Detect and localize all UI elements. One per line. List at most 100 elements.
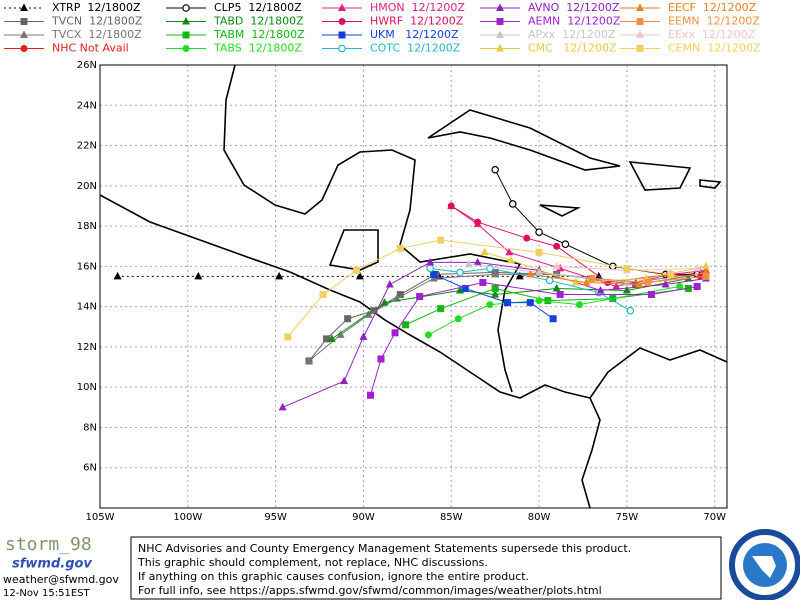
legend-label: HMON 12/1200Z	[370, 1, 465, 14]
notice-line: For full info, see https://apps.sfwmd.go…	[138, 584, 602, 597]
tracks	[113, 165, 710, 411]
coastlines	[99, 64, 728, 509]
y-tick-label: 16N	[77, 261, 97, 272]
marker	[464, 259, 473, 268]
marker	[275, 271, 284, 280]
marker	[437, 236, 445, 244]
marker	[20, 30, 28, 38]
marker	[426, 264, 434, 273]
marker	[506, 255, 515, 264]
y-tick-label: 8N	[83, 422, 97, 433]
legend-label: TVCN 12/1800Z	[51, 15, 143, 28]
marker	[182, 45, 190, 52]
marker	[544, 297, 552, 305]
marker	[588, 274, 596, 282]
marker	[323, 335, 331, 343]
email: weather@sfwmd.gov	[3, 573, 119, 586]
marker	[461, 285, 469, 293]
marker	[556, 291, 564, 299]
marker	[701, 261, 710, 270]
marker	[113, 271, 122, 280]
y-tick-label: 26N	[77, 60, 97, 71]
marker	[647, 291, 655, 299]
footer: storm_98 sfwmd.gov weather@sfwmd.gov 12-…	[3, 529, 800, 600]
legend-label: TABM 12/1800Z	[213, 28, 305, 41]
legend-label: TVCX 12/1800Z	[51, 28, 142, 41]
marker	[20, 45, 28, 52]
marker	[20, 3, 28, 11]
marker	[535, 228, 543, 236]
y-tick-label: 12N	[77, 342, 97, 353]
marker	[336, 330, 345, 338]
marker	[391, 329, 399, 337]
marker	[503, 299, 511, 307]
marker	[644, 278, 652, 286]
marker	[523, 234, 531, 242]
marker	[545, 276, 554, 285]
marker	[454, 315, 462, 323]
marker	[535, 267, 544, 276]
y-tick-label: 18N	[77, 221, 97, 232]
x-tick-label: 75W	[616, 512, 639, 523]
marker	[20, 18, 28, 25]
x-tick-label: 90W	[352, 512, 375, 523]
y-tick-label: 22N	[77, 141, 97, 152]
marker	[385, 279, 394, 288]
marker	[505, 247, 514, 256]
marker	[556, 263, 565, 272]
x-tick-label: 80W	[528, 512, 551, 523]
marker	[496, 30, 504, 38]
marker	[508, 200, 517, 208]
legend-label: AEMN 12/1200Z	[528, 15, 621, 28]
legend-label: UKM 12/1200Z	[370, 28, 459, 41]
marker	[355, 271, 364, 280]
marker	[684, 273, 693, 282]
marker	[667, 270, 675, 278]
marker	[582, 277, 591, 286]
marker	[473, 257, 482, 266]
marker	[416, 293, 424, 301]
marker	[352, 266, 360, 274]
logo: storm_98	[5, 534, 92, 555]
marker	[380, 298, 389, 306]
marker	[515, 271, 524, 280]
legend-label: CMC 12/1200Z	[528, 42, 617, 55]
legend-label: EExx 12/1200Z	[668, 28, 756, 41]
legend-label: CLP5 12/1800Z	[214, 1, 302, 14]
marker	[182, 4, 190, 12]
marker	[552, 261, 561, 270]
marker	[486, 301, 494, 309]
marker	[596, 286, 605, 294]
legend-label: COTC 12/1200Z	[370, 42, 461, 55]
notice-line: If anything on this graphic causes confu…	[138, 570, 529, 583]
marker	[636, 18, 644, 25]
track-line	[282, 261, 706, 408]
track-line	[530, 271, 707, 285]
x-tick-label: 85W	[440, 512, 463, 523]
marker	[447, 202, 455, 210]
marker	[344, 315, 352, 323]
marker	[693, 263, 702, 272]
axes: 105W 100W 95W 90W 85W 80W 75W 70W 6N 8N 10N 12N 14N 1…	[77, 60, 726, 523]
marker	[340, 376, 349, 385]
marker	[491, 269, 500, 278]
marker	[424, 331, 432, 339]
marker	[338, 44, 346, 53]
marker	[549, 315, 557, 323]
y-tick-label: 6N	[83, 463, 97, 474]
track-line	[369, 281, 698, 396]
marker	[392, 294, 401, 302]
site: sfwmd.gov	[12, 557, 92, 572]
marker	[496, 3, 504, 11]
x-tick-label: 100W	[173, 512, 202, 523]
marker	[402, 321, 410, 329]
track-line	[287, 239, 671, 338]
y-tick-label: 20N	[77, 181, 97, 192]
legend-label: HWRF 12/1200Z	[370, 15, 464, 28]
marker	[626, 306, 635, 315]
marker	[661, 279, 670, 288]
marker	[370, 307, 378, 315]
y-tick-label: 24N	[77, 100, 97, 111]
marker	[571, 277, 580, 286]
legend-label: APxx 12/1200Z	[528, 28, 616, 41]
